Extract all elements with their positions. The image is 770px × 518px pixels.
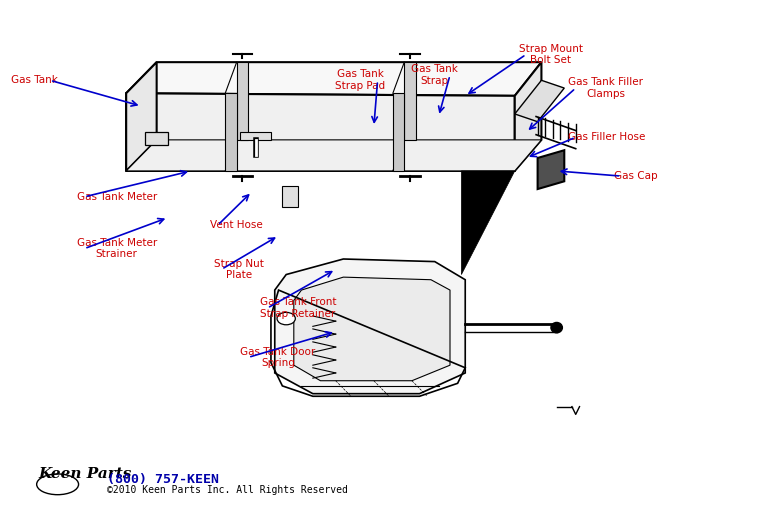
Text: Gas Cap: Gas Cap [614, 171, 658, 181]
Polygon shape [240, 132, 271, 140]
Ellipse shape [551, 322, 562, 333]
Polygon shape [126, 93, 515, 171]
Polygon shape [404, 62, 416, 140]
Text: Gas Tank
Strap Pad: Gas Tank Strap Pad [335, 69, 385, 91]
Text: Gas Tank Filler
Clamps: Gas Tank Filler Clamps [568, 77, 643, 99]
Text: Gas Tank Door
Spring: Gas Tank Door Spring [240, 347, 316, 368]
Ellipse shape [37, 474, 79, 495]
Polygon shape [275, 259, 465, 394]
Polygon shape [515, 80, 564, 122]
Text: Strap Nut
Plate: Strap Nut Plate [214, 258, 263, 280]
Text: Strap Mount
Bolt Set: Strap Mount Bolt Set [518, 44, 583, 65]
Polygon shape [461, 171, 515, 275]
Text: Keen Parts: Keen Parts [38, 467, 132, 481]
Polygon shape [126, 140, 541, 171]
Text: Gas Tank Meter
Strainer: Gas Tank Meter Strainer [77, 238, 157, 260]
Circle shape [277, 312, 296, 325]
Polygon shape [294, 277, 450, 381]
Polygon shape [146, 132, 168, 145]
Polygon shape [126, 62, 541, 96]
Text: (800) 757-KEEN: (800) 757-KEEN [107, 472, 219, 486]
Text: Vent Hose: Vent Hose [210, 220, 263, 231]
Polygon shape [393, 93, 404, 171]
Polygon shape [515, 62, 541, 171]
Text: Gas Tank Front
Strap Retainer: Gas Tank Front Strap Retainer [259, 297, 336, 319]
Text: ©2010 Keen Parts Inc. All Rights Reserved: ©2010 Keen Parts Inc. All Rights Reserve… [107, 484, 348, 495]
Text: Gas Filler Hose: Gas Filler Hose [568, 132, 645, 142]
Polygon shape [226, 93, 236, 171]
Polygon shape [283, 186, 298, 207]
Text: Gas Tank Meter: Gas Tank Meter [77, 192, 157, 202]
Polygon shape [537, 150, 564, 189]
Polygon shape [236, 62, 248, 140]
Polygon shape [126, 62, 156, 171]
Text: Gas Tank: Gas Tank [11, 75, 58, 85]
Text: Gas Tank
Strap: Gas Tank Strap [410, 64, 457, 86]
